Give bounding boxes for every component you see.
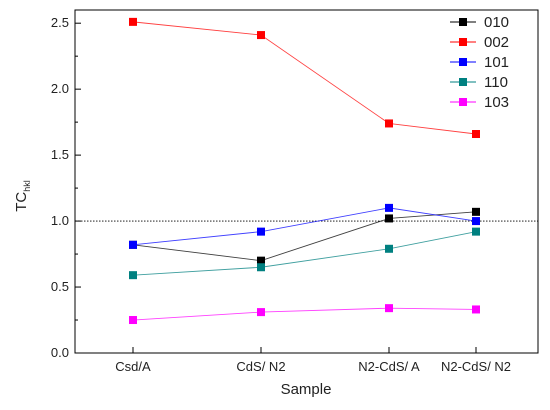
legend-label: 101 [484,54,509,71]
x-axis-title: Sample [281,381,332,398]
data-point [257,227,265,236]
data-point [472,217,480,226]
legend-marker [459,58,467,66]
data-point [472,207,480,216]
series-101 [129,203,480,249]
data-point [385,119,393,128]
data-point [472,305,480,314]
legend-item: 002 [450,34,509,51]
y-tick-label: 1.0 [51,213,69,228]
y-axis-ticks: 0.0 0.5 1.0 1.5 2.0 2.5 [51,15,81,360]
x-axis-ticks: Csd/A CdS/ N2 N2-CdS/ A N2-CdS/ N2 [115,347,511,374]
y-tick-label: 2.5 [51,15,69,30]
series-110 [129,227,480,280]
legend-label: 010 [484,14,509,31]
data-point [257,31,265,40]
series-line [132,231,477,276]
data-point [385,304,393,313]
y-axis-title-main: TC [13,192,30,212]
series-line [132,207,477,246]
series-line [132,211,477,262]
x-tick-label: N2-CdS/ N2 [441,359,511,374]
legend-item: 110 [450,74,508,91]
x-tick-label: N2-CdS/ A [358,359,420,374]
y-tick-label: 0.0 [51,345,69,360]
x-tick-label: Csd/A [115,359,151,374]
data-point [385,244,393,253]
legend-item: 101 [450,54,509,71]
data-point [472,130,480,139]
legend-marker [459,18,467,26]
data-point [257,263,265,272]
series-103 [129,304,480,325]
legend-label: 103 [484,94,509,111]
data-point [257,308,265,317]
legend-label: 110 [484,74,508,91]
data-point [257,256,265,265]
y-tick-label: 0.5 [51,279,69,294]
legend-label: 002 [484,34,509,51]
plot-frame [74,9,539,354]
legend: 010 002 101 110 103 [450,14,509,111]
y-tick-label: 2.0 [51,81,69,96]
y-axis-title-subscript: hkl [22,180,32,192]
series-002 [129,17,480,139]
data-point [129,17,137,26]
data-point [129,271,137,280]
x-tick-label: CdS/ N2 [236,359,285,374]
data-point [129,240,137,249]
data-point [472,227,480,236]
y-tick-label: 1.5 [51,147,69,162]
series-line [132,21,477,135]
data-point [385,214,393,223]
legend-marker [459,98,467,106]
series-010 [129,207,480,265]
data-point [385,203,393,212]
data-point [129,316,137,325]
legend-item: 103 [450,94,509,111]
series-line [132,307,477,321]
legend-marker [459,78,467,86]
legend-item: 010 [450,14,509,31]
legend-marker [459,38,467,46]
y-axis-title: TChkl [13,180,32,212]
series-group [129,17,480,325]
